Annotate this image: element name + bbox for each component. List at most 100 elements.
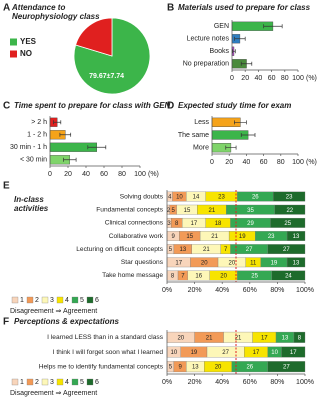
category-label: No preparation: [183, 61, 229, 68]
segment-label: 9: [178, 365, 182, 371]
legend-label: 3: [50, 379, 54, 386]
category-label: < 30 min: [20, 157, 47, 164]
x-tick-label: 60: [100, 171, 108, 178]
segment-label: 13: [293, 260, 300, 266]
segment-label: 20: [220, 274, 227, 280]
segment-label: 26: [252, 195, 259, 201]
segment: [281, 346, 306, 358]
segment-label: 4: [168, 195, 172, 201]
segment-label: 20: [201, 260, 208, 266]
legend-swatch: [56, 378, 64, 386]
panel-title: Materials used to prepare for class: [178, 3, 311, 12]
panel-title: Expected study time for exam: [178, 101, 291, 110]
x-tick-label: 20: [64, 171, 72, 178]
error-bar: [225, 145, 237, 150]
segment-label: 13: [282, 335, 289, 341]
legend-note: Disagreement ⇒ Agreement: [10, 390, 97, 397]
segment-label: 17: [290, 350, 297, 356]
segment-label: 11: [250, 260, 257, 266]
segment-label: 35: [247, 208, 254, 214]
x-tick-label: 80: [118, 171, 126, 178]
segment-label: 16: [195, 274, 202, 280]
x-tick-label: 100%: [296, 287, 314, 294]
segment-label: 5: [169, 247, 173, 253]
x-tick-label: 100: [292, 75, 304, 82]
x-tick-label: 80: [281, 75, 289, 82]
segment-label: 27: [222, 350, 229, 356]
legend-label: 4: [65, 379, 69, 386]
legend-label: 1: [20, 379, 24, 386]
category-label: Less: [194, 119, 209, 126]
segment-label: 21: [209, 208, 216, 214]
legend-swatch: [56, 296, 64, 304]
x-tick-label: 100: [134, 171, 146, 178]
category-label: Helps me to identify fundamental concept…: [39, 363, 164, 370]
panel-letter: C: [3, 101, 10, 112]
panel-title: Perceptions & expectations: [14, 317, 119, 326]
legend-swatch: [10, 50, 17, 58]
legend-swatch: [71, 378, 79, 386]
x-axis-label: (%): [306, 159, 317, 166]
segment-label: 24: [285, 274, 292, 280]
segment-label: 7: [224, 247, 228, 253]
legend-swatch: [11, 296, 19, 304]
panel-letter: B: [167, 3, 174, 14]
error-bar: [59, 132, 72, 137]
segment-label: 21: [206, 335, 213, 341]
segment: [267, 244, 306, 255]
x-tick-label: 0%: [162, 379, 172, 386]
category-label: 1 - 2 h: [27, 132, 47, 139]
legend-label: 4: [65, 297, 69, 304]
segment: [271, 270, 306, 281]
category-label: More: [193, 145, 209, 152]
segment-label: 8: [298, 335, 302, 341]
segment-label: 25: [284, 221, 291, 227]
segment-label: 21: [203, 247, 210, 253]
legend-swatch: [11, 378, 19, 386]
legend-label: 1: [20, 297, 24, 304]
x-tick-label: 80: [277, 159, 285, 166]
panel-title: activities: [14, 204, 49, 213]
panel-letter: F: [3, 317, 9, 328]
segment-label: 15: [186, 234, 193, 240]
category-label: > 2 h: [31, 119, 47, 126]
legend-label: YES: [20, 37, 37, 46]
category-label: Fundamental concepts: [96, 206, 163, 213]
x-tick-label: 80%: [270, 379, 284, 386]
panel-letter: D: [167, 101, 174, 112]
legend-swatch: [26, 378, 34, 386]
x-tick-label: 100: [292, 159, 304, 166]
category-label: Lecturing on difficult concepts: [76, 246, 163, 253]
segment-label: 13: [192, 365, 199, 371]
segment-label: 19: [239, 234, 246, 240]
segment-label: 27: [283, 365, 290, 371]
segment-label: 5: [172, 208, 176, 214]
category-label: The same: [178, 132, 209, 139]
legend-note: Disagreement ⇒ Agreement: [10, 308, 97, 315]
segment-label: 23: [286, 195, 293, 201]
legend-swatch: [26, 296, 34, 304]
segment-label: 29: [247, 221, 254, 227]
category-label: Take home message: [102, 272, 163, 279]
category-label: Clinical connections: [105, 220, 164, 227]
legend-label: NO: [20, 49, 32, 58]
segment-label: 17: [261, 335, 268, 341]
segment-label: 7: [181, 274, 185, 280]
error-bar: [234, 120, 247, 125]
x-tick-label: 40: [255, 75, 263, 82]
legend-swatch: [41, 378, 49, 386]
segment-label: 26: [246, 365, 253, 371]
legend-label: 2: [35, 297, 39, 304]
segment-label: 23: [218, 195, 225, 201]
segment-label: 5: [169, 365, 173, 371]
segment-label: 25: [251, 274, 258, 280]
legend-swatch: [10, 38, 17, 46]
x-tick-label: 60: [260, 159, 268, 166]
segment-label: 9: [172, 234, 176, 240]
x-tick-label: 40: [243, 159, 251, 166]
legend-label: 6: [95, 379, 99, 386]
legend-label: 6: [95, 297, 99, 304]
x-tick-label: 60: [268, 75, 276, 82]
segment: [274, 204, 306, 215]
segment-label: 19: [191, 350, 198, 356]
